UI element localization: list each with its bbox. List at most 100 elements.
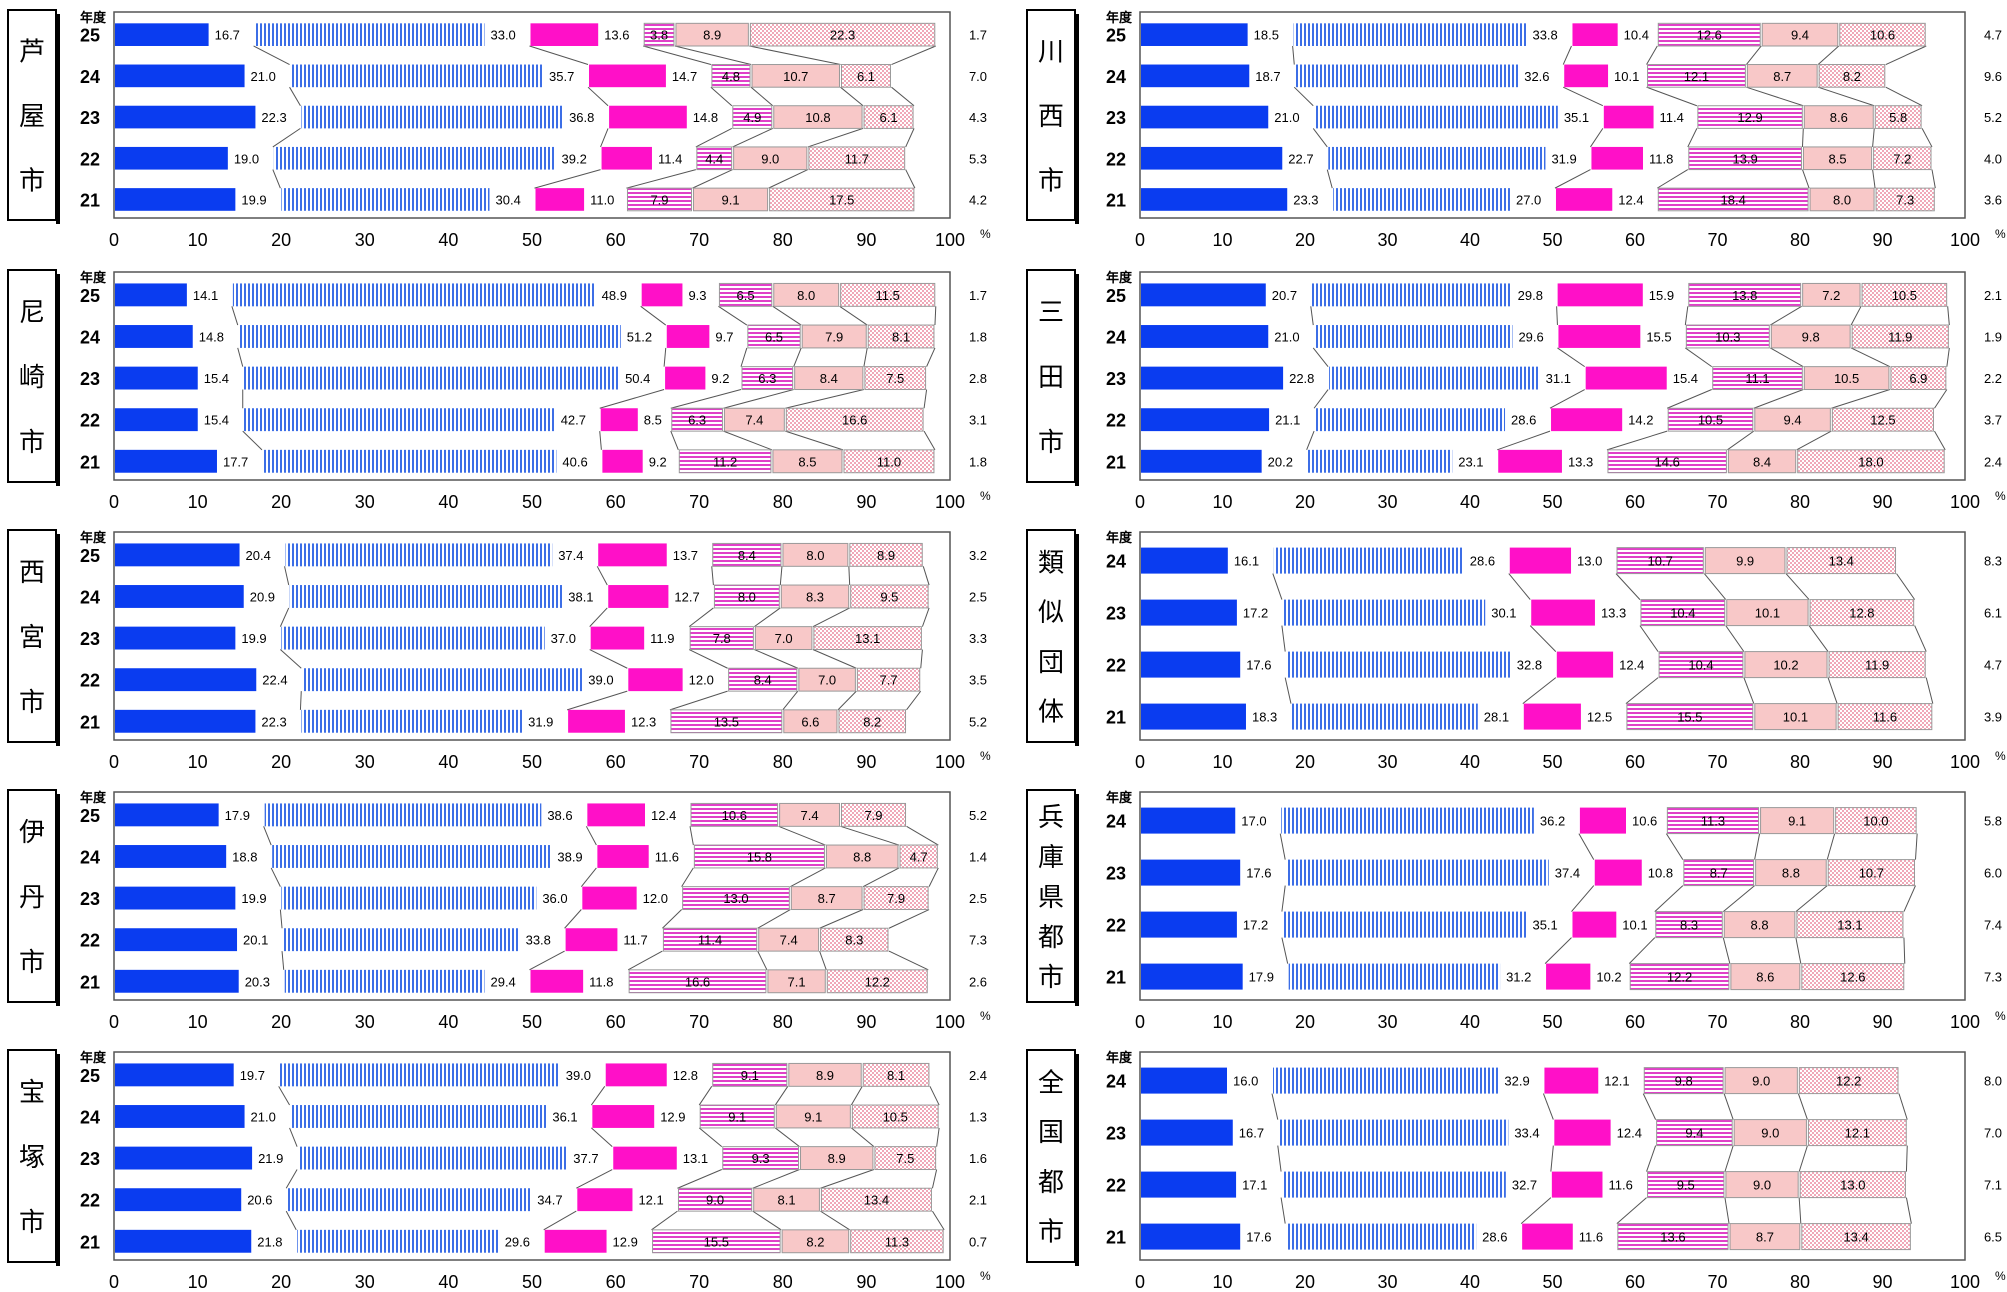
- bar-segment: [1141, 188, 1288, 211]
- data-label: 19.9: [241, 631, 266, 646]
- bar-segment: [1657, 187, 1809, 212]
- connector-line: [757, 909, 791, 929]
- bar-segment: [1725, 1171, 1799, 1199]
- bar-segment: [1329, 366, 1540, 390]
- data-label: 37.7: [573, 1151, 598, 1166]
- bar-segment: [1607, 449, 1727, 474]
- bar-segment: [1288, 963, 1501, 990]
- data-label: 11.9: [1888, 329, 1912, 344]
- bar-segment: [682, 886, 790, 911]
- bar-segment: [1754, 703, 1837, 731]
- year-label: 22: [80, 1191, 100, 1211]
- data-label: 32.9: [1504, 1074, 1529, 1089]
- data-label: 3.6: [1984, 192, 2002, 207]
- connector-line: [1725, 625, 1745, 652]
- data-label: 5.8: [1984, 814, 2002, 829]
- bar-segment: [1544, 1067, 1599, 1094]
- x-tick-label: 80: [1790, 752, 1810, 772]
- connector-line: [723, 389, 794, 409]
- data-label: 8.7: [818, 891, 836, 906]
- data-label: 9.0: [761, 151, 779, 166]
- bar-segment: [711, 64, 751, 88]
- connector-line: [793, 347, 802, 367]
- bar-segment: [1685, 324, 1770, 349]
- x-tick-label: 50: [522, 230, 542, 250]
- city-label-shadow: [56, 1054, 60, 1266]
- city-label-char: 都: [1038, 923, 1064, 953]
- x-tick-label: 30: [355, 1012, 375, 1032]
- connector-line: [1685, 347, 1713, 368]
- data-label: 48.9: [602, 288, 627, 303]
- city-label-shadow: [1075, 534, 1079, 746]
- data-label: 8.6: [1756, 970, 1774, 985]
- bar-segment: [1626, 703, 1754, 731]
- bar-segment: [773, 282, 840, 307]
- data-label: 18.5: [1254, 28, 1279, 43]
- bar-segment: [290, 1105, 547, 1128]
- data-label: 2.1: [969, 1193, 987, 1208]
- connector-line: [1666, 389, 1712, 409]
- city-label-box: [7, 529, 57, 743]
- city-label-char: 市: [19, 688, 45, 718]
- data-label: 31.2: [1506, 970, 1531, 985]
- year-header: 年度: [80, 10, 107, 25]
- year-label: 22: [1106, 1176, 1126, 1196]
- data-label: 17.6: [1246, 866, 1271, 881]
- city-label-char: 兵: [1038, 803, 1064, 833]
- year-header: 年度: [80, 1050, 107, 1065]
- connector-line: [862, 867, 900, 888]
- bar-segment: [298, 1146, 568, 1170]
- bar-segment: [1281, 807, 1534, 834]
- year-label: 22: [80, 149, 100, 169]
- year-label: 21: [80, 452, 100, 472]
- connector-line: [1646, 86, 1698, 107]
- connector-line: [299, 691, 302, 710]
- x-axis-unit: %: [1995, 1009, 2006, 1023]
- connector-line: [740, 347, 748, 367]
- bar-segment: [1797, 449, 1945, 474]
- data-label: 36.2: [1540, 814, 1565, 829]
- bar-segment: [677, 1187, 753, 1212]
- data-label: 29.8: [1518, 288, 1543, 303]
- bar-segment: [602, 449, 643, 473]
- year-label: 23: [1106, 108, 1126, 128]
- connector-line: [663, 347, 667, 367]
- connector-line: [590, 1086, 606, 1106]
- connector-line: [1808, 625, 1829, 652]
- city-label-char: 屋: [19, 102, 45, 132]
- connector-line: [1542, 1093, 1554, 1120]
- data-label: 7.0: [775, 631, 793, 646]
- data-label: 38.1: [568, 589, 593, 604]
- city-label-box: [1026, 1049, 1076, 1263]
- bar-segment: [1801, 963, 1905, 991]
- bar-segment: [1786, 547, 1897, 575]
- data-label: 12.0: [643, 891, 668, 906]
- x-tick-label: 100: [935, 492, 965, 512]
- data-label: 9.2: [649, 454, 667, 469]
- connector-line: [1925, 677, 1934, 704]
- connector-line: [270, 867, 281, 887]
- data-label: 12.2: [1667, 970, 1692, 985]
- bar-segment: [670, 709, 783, 734]
- connector-line: [585, 826, 597, 846]
- connector-line: [599, 389, 665, 409]
- data-label: 22.3: [261, 110, 286, 125]
- year-label: 24: [80, 1107, 100, 1127]
- data-label: 22.7: [1288, 151, 1313, 166]
- bar-segment: [1801, 1223, 1911, 1251]
- connector-line: [1915, 833, 1918, 860]
- connector-line: [566, 690, 628, 711]
- connector-line: [1292, 45, 1295, 65]
- data-label: 7.5: [886, 371, 904, 386]
- bar-segment: [1141, 911, 1237, 938]
- bar-segment: [281, 626, 545, 650]
- bar-segment: [1656, 1119, 1733, 1147]
- bar-segment: [712, 542, 782, 567]
- year-label: 21: [1106, 1228, 1126, 1248]
- city-label-char: 尼: [19, 298, 45, 328]
- bar-segment: [1278, 1119, 1509, 1146]
- city-label-char: 都: [1038, 1168, 1064, 1198]
- data-label: 4.9: [743, 110, 761, 125]
